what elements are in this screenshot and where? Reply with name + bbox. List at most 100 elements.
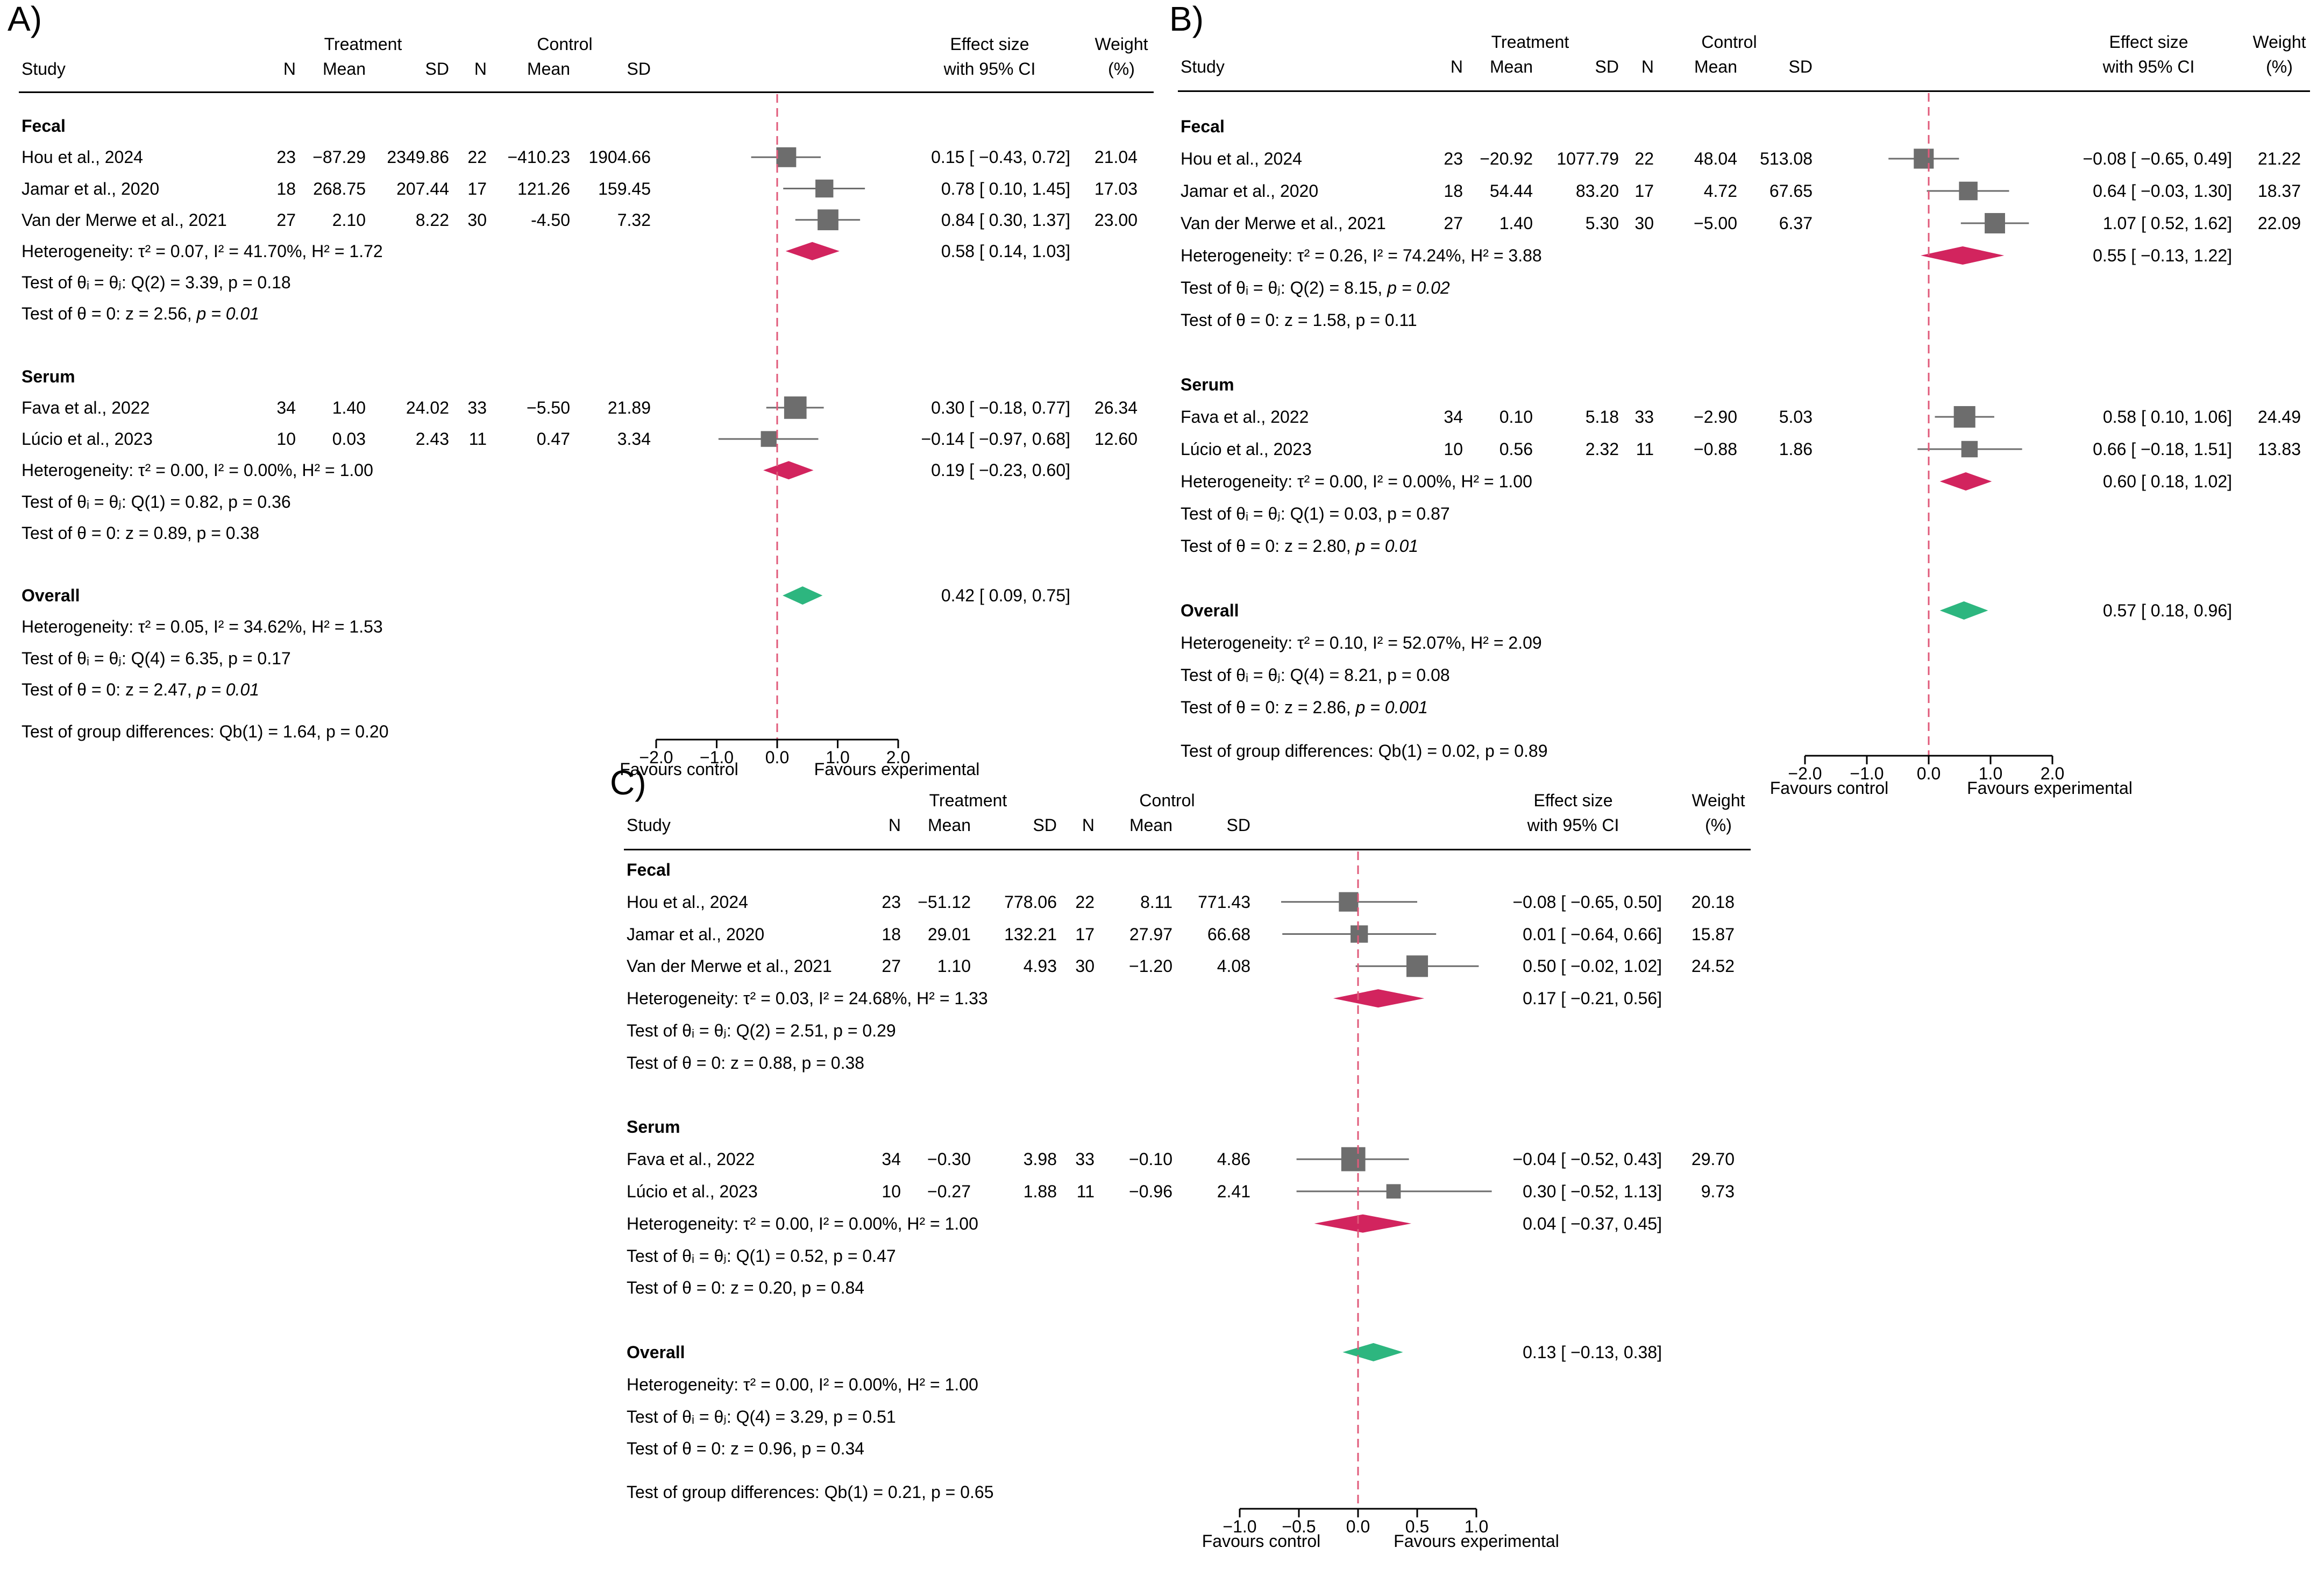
header-control-sd: SD xyxy=(1788,57,1813,76)
treatment-mean: 54.44 xyxy=(1489,181,1533,201)
overall-diamond xyxy=(1342,1343,1403,1361)
header-control-n: N xyxy=(1641,57,1654,76)
treatment-sd: 2.43 xyxy=(415,429,449,449)
treatment-mean: 0.03 xyxy=(332,429,366,449)
header-study: Study xyxy=(22,59,66,79)
x-tick-label: 0.0 xyxy=(765,748,790,767)
control-sd: 771.43 xyxy=(1198,892,1250,912)
control-sd: 3.34 xyxy=(617,429,651,449)
study-name: Van der Merwe et al., 2021 xyxy=(1181,214,1386,233)
header-rule xyxy=(19,91,1154,93)
effect-ci: 0.19 [ −0.23, 0.60] xyxy=(931,460,1070,480)
effect-ci: 0.55 [ −0.13, 1.22] xyxy=(2093,246,2232,265)
header-control: Control xyxy=(1139,791,1195,810)
header-weight: Weight xyxy=(1095,34,1148,54)
control-sd: 1.86 xyxy=(1779,439,1813,459)
control-mean: −0.10 xyxy=(1129,1149,1172,1169)
control-mean: -4.50 xyxy=(531,210,570,230)
subgroup-label: Fecal xyxy=(1181,117,1225,136)
test-text: Test of θ = 0: z = 2.80, p = 0.01 xyxy=(1181,536,1419,556)
study-name: Lúcio et al., 2023 xyxy=(1181,439,1312,459)
treatment-n: 34 xyxy=(276,397,296,417)
treatment-mean: −87.29 xyxy=(312,147,366,167)
test-text: Test of θᵢ = θⱼ: Q(4) = 6.35, p = 0.17 xyxy=(22,648,291,668)
control-sd: 67.65 xyxy=(1769,181,1813,201)
header-effect-size: Effect size xyxy=(950,34,1029,54)
effect-ci: 0.01 [ −0.64, 0.66] xyxy=(1523,924,1662,944)
treatment-mean: 268.75 xyxy=(313,179,366,198)
treatment-sd: 83.20 xyxy=(1575,181,1619,201)
x-tick-label: 0.5 xyxy=(1405,1517,1430,1536)
overall-label: Overall xyxy=(22,586,80,606)
test-text: Heterogeneity: τ² = 0.00, I² = 0.00%, H²… xyxy=(627,1374,978,1394)
treatment-sd: 2.32 xyxy=(1585,439,1619,459)
treatment-n: 27 xyxy=(276,210,296,230)
favours-experimental-label: Favours experimental xyxy=(1967,778,2133,798)
treatment-sd: 5.30 xyxy=(1585,214,1619,233)
study-name: Hou et al., 2024 xyxy=(1181,149,1302,168)
treatment-mean: −0.27 xyxy=(927,1181,971,1201)
header-treatment-sd: SD xyxy=(1033,815,1057,835)
treatment-n: 18 xyxy=(276,179,296,198)
p-value: p = 0.01 xyxy=(196,679,260,699)
x-tick-label: 0.0 xyxy=(1346,1517,1370,1536)
subgroup-label: Serum xyxy=(1181,375,1234,394)
weight-value: 9.73 xyxy=(1701,1181,1735,1201)
subgroup-diamond xyxy=(1314,1214,1411,1233)
study-name: Jamar et al., 2020 xyxy=(1181,181,1319,201)
header-treatment-sd: SD xyxy=(425,59,449,79)
x-tick-label: 1.0 xyxy=(1464,1517,1489,1536)
forest-plot xyxy=(1239,851,1492,1517)
control-sd: 6.37 xyxy=(1779,214,1813,233)
header-control-mean: Mean xyxy=(1694,57,1737,76)
effect-ci: 0.13 [ −0.13, 0.38] xyxy=(1523,1342,1662,1362)
treatment-sd: 778.06 xyxy=(1004,892,1057,912)
test-text: Test of θ = 0: z = 1.58, p = 0.11 xyxy=(1181,310,1417,330)
treatment-n: 34 xyxy=(882,1149,901,1169)
weight-value: 12.60 xyxy=(1094,429,1138,449)
control-mean: 8.11 xyxy=(1140,892,1172,912)
weight-value: 18.37 xyxy=(2257,181,2301,201)
treatment-sd: 4.93 xyxy=(1023,956,1057,976)
header-weight-unit: (%) xyxy=(1705,815,1732,835)
header-treatment-n: N xyxy=(1450,57,1463,76)
treatment-mean: 1.40 xyxy=(1499,214,1533,233)
header-control-n: N xyxy=(474,59,487,79)
control-n: 22 xyxy=(1634,149,1654,168)
effect-ci: 0.42 [ 0.09, 0.75] xyxy=(941,586,1070,606)
weight-value: 15.87 xyxy=(1691,924,1735,944)
control-n: 17 xyxy=(1634,181,1654,201)
favours-control-label: Favours control xyxy=(1202,1531,1321,1551)
header-study: Study xyxy=(1181,57,1225,76)
control-sd: 66.68 xyxy=(1207,924,1250,944)
treatment-n: 18 xyxy=(882,924,901,944)
treatment-n: 10 xyxy=(882,1181,901,1201)
control-mean: −5.00 xyxy=(1694,214,1737,233)
effect-ci: −0.04 [ −0.52, 0.43] xyxy=(1512,1149,1662,1169)
effect-marker xyxy=(1339,892,1359,912)
effect-marker xyxy=(761,431,777,447)
weight-value: 13.83 xyxy=(2257,439,2301,459)
header-control-mean: Mean xyxy=(1129,815,1172,835)
header-treatment-mean: Mean xyxy=(927,815,971,835)
control-mean: 0.47 xyxy=(536,429,570,449)
control-mean: −410.23 xyxy=(507,147,570,167)
treatment-n: 18 xyxy=(1444,181,1463,201)
effect-marker xyxy=(815,179,834,198)
control-mean: 48.04 xyxy=(1694,149,1737,168)
favours-experimental-label: Favours experimental xyxy=(1394,1531,1559,1551)
effect-ci: 0.84 [ 0.30, 1.37] xyxy=(941,210,1070,230)
study-name: Fava et al., 2022 xyxy=(22,397,150,417)
study-name: Fava et al., 2022 xyxy=(627,1149,755,1169)
test-text: Test of θᵢ = θⱼ: Q(1) = 0.52, p = 0.47 xyxy=(627,1246,896,1266)
control-sd: 4.86 xyxy=(1217,1149,1250,1169)
test-text: Test of θ = 0: z = 0.89, p = 0.38 xyxy=(22,523,260,543)
control-n: 33 xyxy=(467,397,487,417)
treatment-n: 27 xyxy=(882,956,901,976)
treatment-mean: 0.10 xyxy=(1499,407,1533,427)
header-ci: with 95% CI xyxy=(943,59,1036,79)
effect-ci: 0.30 [ −0.52, 1.13] xyxy=(1523,1181,1662,1201)
weight-value: 22.09 xyxy=(2257,214,2301,233)
treatment-n: 34 xyxy=(1444,407,1463,427)
control-n: 11 xyxy=(1636,439,1654,459)
